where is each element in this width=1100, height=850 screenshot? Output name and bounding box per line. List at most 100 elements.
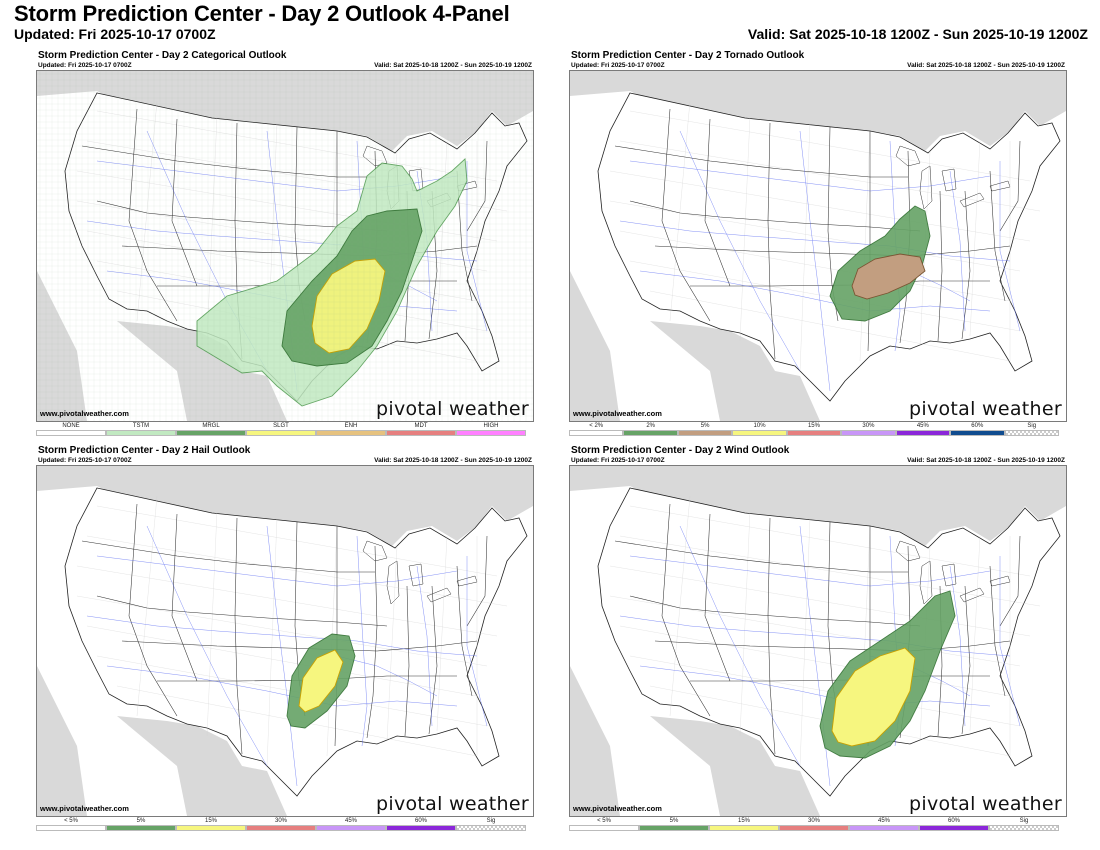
legend-item: 30%	[779, 818, 849, 832]
legend-swatch	[176, 430, 246, 436]
legend: < 5% 5% 15% 30% 45% 60% Sig	[569, 818, 1059, 832]
legend-item: 5%	[677, 423, 733, 437]
pivotal-weather-logo: pivotal weather	[376, 398, 529, 420]
legend-label: 5%	[700, 423, 710, 429]
legend-label: 2%	[646, 423, 655, 429]
pivotal-weather-logo: pivotal weather	[376, 793, 529, 815]
legend-swatch	[36, 430, 106, 436]
panel-updated: Updated: Fri 2025-10-17 0700Z	[571, 457, 665, 464]
legend-label: MDT	[414, 423, 428, 429]
legend-item: 45%	[849, 818, 919, 832]
legend-swatch	[677, 430, 733, 436]
legend-swatch	[106, 430, 176, 436]
wind-15pct-area	[831, 647, 916, 747]
legend-swatch	[176, 825, 246, 831]
legend-label: < 2%	[589, 423, 604, 429]
legend-label: 45%	[877, 818, 890, 824]
panel-hail: Storm Prediction Center - Day 2 Hail Out…	[36, 445, 534, 835]
legend-swatch	[1004, 430, 1059, 436]
legend-label: 15%	[807, 423, 820, 429]
legend-swatch	[841, 430, 896, 436]
legend-label: 30%	[862, 423, 875, 429]
panel-title: Storm Prediction Center - Day 2 Wind Out…	[571, 445, 790, 456]
legend-swatch	[709, 825, 779, 831]
legend-item: TSTM	[106, 423, 176, 437]
panel-updated: Updated: Fri 2025-10-17 0700Z	[38, 457, 132, 464]
legend-swatch	[989, 825, 1059, 831]
page-title: Storm Prediction Center - Day 2 Outlook …	[14, 1, 510, 26]
legend-label: < 5%	[597, 818, 611, 824]
legend-swatch	[919, 825, 989, 831]
legend-item: 30%	[841, 423, 896, 437]
legend-item: 60%	[919, 818, 989, 832]
legend-swatch	[456, 825, 526, 831]
legend-label: 5%	[136, 818, 146, 824]
legend-item: < 2%	[569, 423, 624, 437]
legend-swatch	[569, 430, 624, 436]
panel-title: Storm Prediction Center - Day 2 Hail Out…	[38, 445, 251, 456]
legend-label: NONE	[62, 423, 80, 429]
hail-15pct-area	[298, 649, 344, 713]
legend-item: SLGT	[246, 423, 316, 437]
legend-label: 30%	[274, 818, 287, 824]
tornado-map[interactable]: www.pivotalweather.com pivotal weather	[569, 70, 1067, 422]
legend-swatch	[386, 825, 456, 831]
legend-swatch	[732, 430, 787, 436]
panel-updated: Updated: Fri 2025-10-17 0700Z	[38, 62, 132, 69]
legend-item: 60%	[950, 423, 1005, 437]
legend-swatch	[623, 430, 678, 436]
legend-swatch	[386, 430, 456, 436]
legend-label: 45%	[344, 818, 357, 824]
legend-label: 30%	[807, 818, 820, 824]
legend-swatch	[849, 825, 919, 831]
site-credit: www.pivotalweather.com	[573, 409, 662, 418]
legend-item: 60%	[386, 818, 456, 832]
legend-label: 60%	[971, 423, 984, 429]
legend-swatch	[246, 825, 316, 831]
panel-title: Storm Prediction Center - Day 2 Categori…	[38, 50, 287, 61]
legend-label: TSTM	[132, 423, 150, 429]
legend-item: 45%	[316, 818, 386, 832]
legend-item: 15%	[709, 818, 779, 832]
legend-item: 10%	[732, 423, 787, 437]
legend-swatch	[316, 430, 386, 436]
panel-tornado: Storm Prediction Center - Day 2 Tornado …	[569, 50, 1067, 440]
legend-label: 5%	[669, 818, 679, 824]
hail-map[interactable]: www.pivotalweather.com pivotal weather	[36, 465, 534, 817]
panel-categorical: Storm Prediction Center - Day 2 Categori…	[36, 50, 534, 440]
legend-label: 60%	[414, 818, 427, 824]
site-credit: www.pivotalweather.com	[573, 804, 662, 813]
legend-item: NONE	[36, 423, 106, 437]
panel-valid: Valid: Sat 2025-10-18 1200Z - Sun 2025-1…	[374, 62, 532, 69]
legend-swatch	[456, 430, 526, 436]
legend: NONE TSTM MRGL SLGT ENH MDT HIGH	[36, 423, 526, 437]
site-credit: www.pivotalweather.com	[40, 409, 129, 418]
wind-map[interactable]: www.pivotalweather.com pivotal weather	[569, 465, 1067, 817]
tornado-5pct-area	[851, 253, 926, 300]
legend-label: 60%	[947, 818, 960, 824]
legend-swatch	[316, 825, 386, 831]
legend-swatch	[106, 825, 176, 831]
legend-label: MRGL	[202, 423, 220, 429]
categorical-map[interactable]: www.pivotalweather.com pivotal weather	[36, 70, 534, 422]
legend-label: ENH	[344, 423, 358, 429]
legend-item: MDT	[386, 423, 456, 437]
legend-swatch	[246, 430, 316, 436]
legend-item: 15%	[176, 818, 246, 832]
panel-updated: Updated: Fri 2025-10-17 0700Z	[571, 62, 665, 69]
legend-item: 15%	[786, 423, 842, 437]
legend-label: 45%	[916, 423, 929, 429]
legend: < 2% 2% 5% 10% 15% 30% 45% 60% Sig	[569, 423, 1059, 437]
panel-wind: Storm Prediction Center - Day 2 Wind Out…	[569, 445, 1067, 835]
legend-label: Sig	[1027, 423, 1037, 429]
legend-item: 5%	[106, 818, 176, 832]
legend-item: 30%	[246, 818, 316, 832]
legend-swatch	[569, 825, 639, 831]
legend-swatch	[950, 430, 1005, 436]
legend-label: Sig	[1019, 818, 1029, 824]
pivotal-weather-logo: pivotal weather	[909, 793, 1062, 815]
legend-item: < 5%	[36, 818, 106, 832]
legend-item: 5%	[639, 818, 709, 832]
site-credit: www.pivotalweather.com	[40, 804, 129, 813]
legend-item: ENH	[316, 423, 386, 437]
